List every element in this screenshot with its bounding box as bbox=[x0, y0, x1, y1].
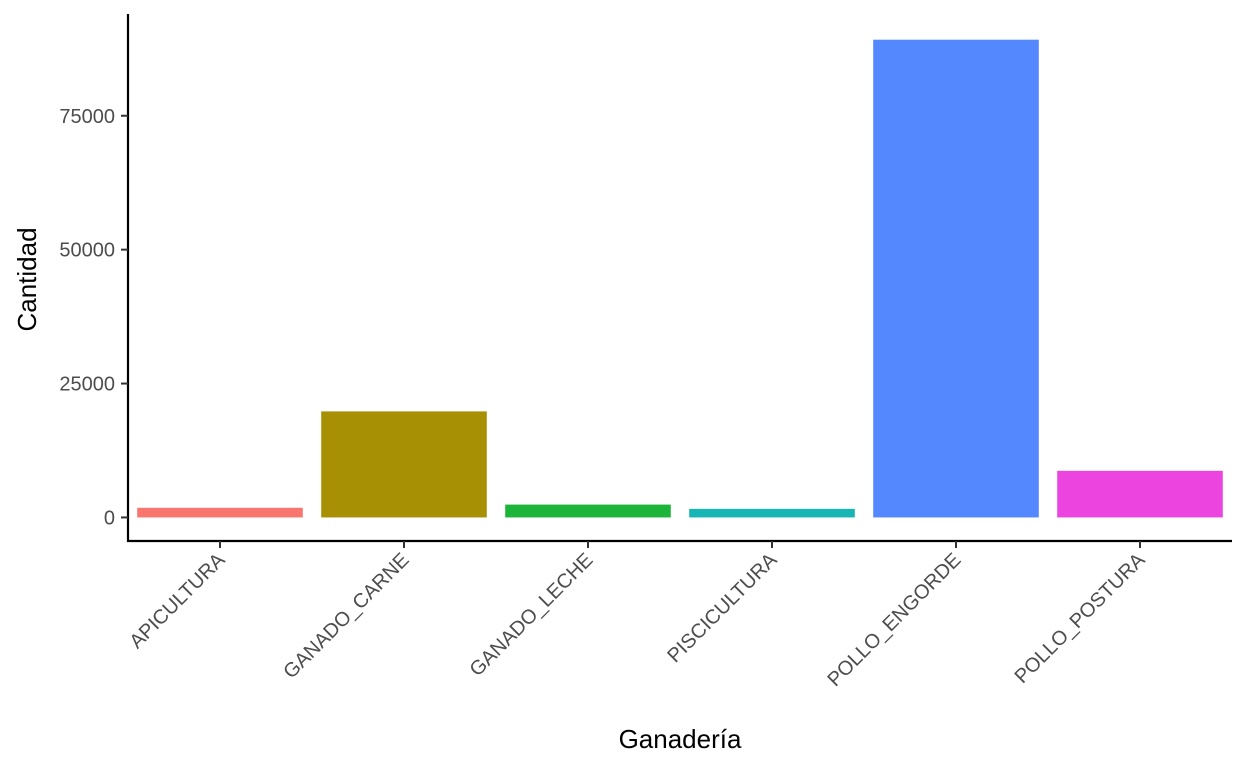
y-axis-ticks: 0 25000 50000 75000 bbox=[59, 106, 128, 529]
x-axis-title: Ganadería bbox=[619, 724, 742, 754]
bar-pollo-postura bbox=[1057, 470, 1223, 518]
x-tick-label: POLLO_ENGORDE bbox=[823, 549, 965, 691]
bar-apicultura bbox=[137, 507, 303, 518]
x-axis-ticks: APICULTURA GANADO_CARNE GANADO_LECHE PISCIC… bbox=[125, 541, 1150, 691]
y-tick-label: 50000 bbox=[59, 240, 115, 262]
bar-piscicultura bbox=[689, 508, 855, 518]
y-tick-label: 0 bbox=[104, 507, 115, 529]
x-tick-label: GANADO_CARNE bbox=[279, 549, 413, 683]
x-tick-label: PISCICULTURA bbox=[663, 549, 782, 668]
x-tick-label: APICULTURA bbox=[125, 549, 230, 654]
y-tick-label: 25000 bbox=[59, 374, 115, 396]
bar-pollo-engorde bbox=[873, 39, 1039, 518]
bar-ganado-leche bbox=[505, 504, 671, 518]
x-tick-label: GANADO_LECHE bbox=[466, 549, 598, 681]
y-tick-label: 75000 bbox=[59, 106, 115, 128]
x-tick-label: POLLO_POSTURA bbox=[1011, 549, 1150, 688]
plot-area bbox=[137, 39, 1223, 518]
y-axis-title: Cantidad bbox=[12, 227, 42, 331]
bar-ganado-carne bbox=[321, 411, 487, 518]
